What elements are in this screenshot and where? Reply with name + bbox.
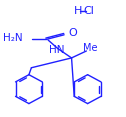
Text: Cl: Cl [83,5,94,16]
Text: HN: HN [49,45,65,55]
Text: O: O [68,28,77,38]
Text: H: H [74,5,82,16]
Text: Me: Me [83,42,98,53]
Text: H₂N: H₂N [3,33,23,43]
